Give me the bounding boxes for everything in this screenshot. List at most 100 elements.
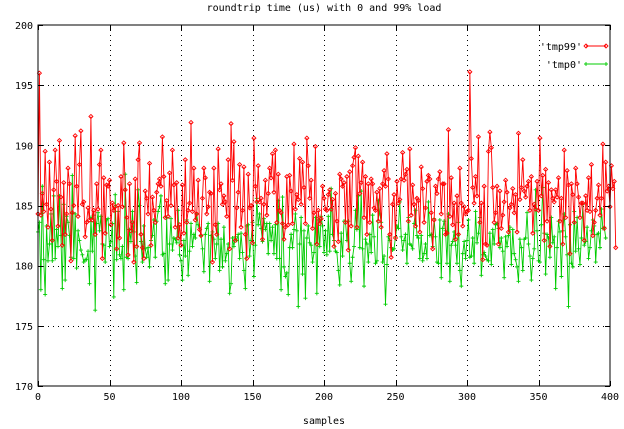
data-point [45,224,51,230]
data-point [144,255,149,260]
data-point [212,222,218,228]
data-point [125,252,131,258]
data-point [584,207,590,213]
data-point [588,161,595,168]
data-point [573,165,579,171]
data-point [74,266,79,271]
data-point [510,227,515,232]
data-point [458,200,464,206]
data-point [429,232,434,237]
data-point [345,247,351,253]
data-point [54,227,59,232]
data-point [372,207,379,213]
data-point [312,143,319,150]
data-point [593,260,598,265]
data-point [98,147,104,153]
x-tick-label: 100 [172,392,190,403]
data-point [385,176,391,182]
data-point [76,161,83,168]
data-point [176,222,183,228]
data-point [198,232,204,239]
data-point [185,207,191,213]
data-point [550,240,555,245]
data-point [242,231,248,238]
data-point [309,243,314,248]
x-tick-label: 50 [103,392,115,403]
data-point [299,159,306,165]
data-point [105,183,111,189]
data-point [533,206,539,212]
data-point [152,219,158,225]
data-point [440,226,445,231]
data-point [497,245,502,250]
data-point [230,235,235,240]
data-point [239,207,246,213]
data-point [63,211,70,217]
data-point [251,274,256,279]
data-point [465,207,472,213]
data-point [77,238,82,243]
data-point [277,256,282,261]
data-point [453,243,458,248]
data-point [405,218,412,224]
data-point [351,154,357,161]
data-point [557,218,563,224]
data-point [300,272,305,277]
data-point [314,291,319,296]
data-point [247,254,252,259]
data-point [93,181,100,187]
legend-marker [584,62,588,66]
data-point [302,220,309,227]
data-point [41,257,46,262]
data-point [65,165,71,171]
data-point [486,258,491,263]
data-point [571,219,577,225]
data-point [147,264,152,269]
data-point [436,261,441,266]
data-point [279,287,284,292]
data-point [158,183,164,189]
data-point [252,183,258,189]
data-point [75,213,81,219]
data-point [156,209,161,214]
data-point [98,214,103,219]
data-point [157,204,162,209]
data-point [84,257,89,262]
data-point [89,217,95,223]
data-point [278,210,284,216]
data-point [201,269,206,274]
data-point [186,200,193,206]
data-point [291,141,297,147]
data-point [505,244,510,249]
data-point [159,134,166,140]
data-point [368,176,374,182]
data-point [307,195,313,201]
data-point [69,210,75,216]
data-point [244,255,250,262]
data-point [142,188,148,194]
legend-label: 'tmp0' [546,60,582,71]
data-point [267,221,272,226]
data-point [113,192,118,197]
data-point [503,234,508,239]
data-point [114,246,120,252]
y-tick-label: 180 [15,262,33,273]
data-point [175,235,181,241]
x-tick-label: 300 [458,392,476,403]
data-point [400,248,405,253]
data-point [96,161,103,168]
data-point [418,164,424,170]
data-point [288,188,294,194]
data-point [380,260,385,265]
data-point [267,165,273,171]
data-point [61,202,66,207]
data-point [532,246,537,251]
axis-ticks: 0 50 100 150 200 250 300 350 400 170 175 180 185 190 1… [15,21,619,403]
data-point [547,255,552,260]
y-tick-label: 200 [15,21,33,32]
data-point [590,232,596,239]
data-point [120,244,125,249]
data-point [523,235,528,240]
data-point [457,165,463,171]
